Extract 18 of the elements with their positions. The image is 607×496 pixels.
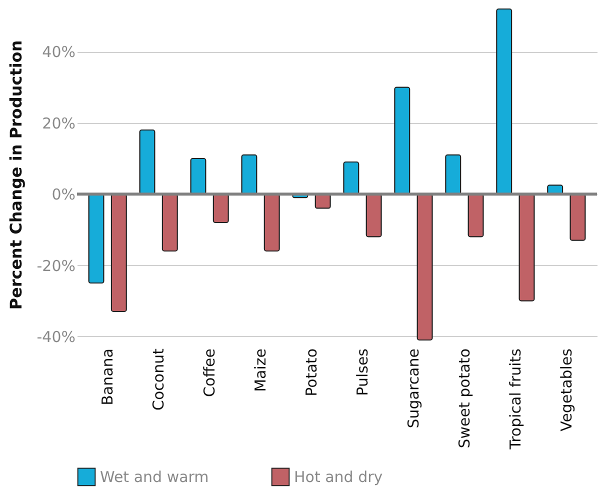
x-tick-label: Vegetables — [557, 348, 576, 432]
x-tick-label: Banana — [98, 348, 117, 406]
x-tick-label: Sugarcane — [404, 348, 422, 428]
x-tick-label: Sweet potato — [455, 348, 474, 448]
x-tick-label: Tropical fruits — [506, 348, 524, 450]
y-axis-title: Percent Change in Production — [6, 40, 26, 310]
x-tick-label: Coconut — [150, 348, 168, 410]
y-tick-label: -20% — [36, 256, 76, 275]
y-tick-label: 20% — [42, 114, 76, 132]
y-tick-label: -40% — [36, 328, 76, 346]
legend-label: Hot and dry — [294, 468, 383, 486]
x-tick-label: Maize — [252, 348, 270, 392]
x-tick-label: Pulses — [353, 348, 372, 396]
y-tick-label: 40% — [42, 43, 76, 62]
x-tick-label: Potato — [302, 348, 321, 396]
y-tick-label: 0% — [52, 186, 76, 204]
legend-label: Wet and warm — [100, 468, 209, 486]
x-tick-label: Coffee — [200, 348, 219, 397]
